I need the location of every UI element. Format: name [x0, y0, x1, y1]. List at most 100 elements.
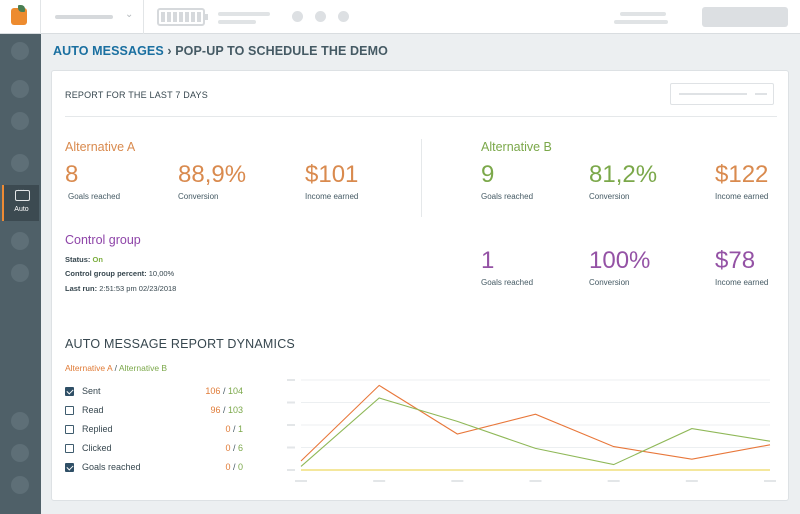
legend-alternative-a: Alternative A [65, 363, 113, 373]
topbar-dot-icon[interactable] [338, 11, 349, 22]
sidebar-item-icon[interactable] [11, 264, 29, 282]
topbar-dot-icon[interactable] [315, 11, 326, 22]
stat-label: Income earned [305, 192, 359, 201]
project-select-placeholder [55, 15, 113, 19]
divider [421, 139, 422, 217]
metric-values: 0 / 0 [225, 462, 243, 472]
sidebar-item-icon[interactable] [11, 80, 29, 98]
metric-row-read[interactable]: Read 96 / 103 [65, 405, 243, 419]
topbar-divider [40, 0, 41, 34]
sidebar-item-icon[interactable] [11, 412, 29, 430]
stat-value: $78 [715, 247, 756, 274]
y-tick-placeholder [287, 424, 295, 426]
topbar-action-button[interactable] [702, 7, 788, 27]
alt-a-income-stat: $101 Income earned [305, 161, 359, 202]
stat-value: 100% [589, 247, 651, 274]
x-tick-placeholder [529, 480, 542, 482]
stat-label: Conversion [178, 192, 219, 201]
metric-row-goals-reached[interactable]: Goals reached 0 / 0 [65, 462, 243, 476]
stat-label: Conversion [589, 192, 630, 201]
project-select[interactable]: ⌄ [55, 9, 135, 24]
metric-row-replied[interactable]: Replied 0 / 1 [65, 424, 243, 438]
control-group-percent: Control group percent: 10,00% [65, 269, 174, 278]
stat-value: $122 [715, 161, 769, 188]
breadcrumb-separator: › [167, 44, 172, 58]
metric-label: Sent [82, 386, 101, 396]
checkbox[interactable] [65, 463, 74, 472]
dynamics-line-chart [287, 379, 776, 482]
stat-value: 8 [65, 161, 79, 188]
checkbox[interactable] [65, 406, 74, 415]
y-tick-placeholder [287, 469, 295, 471]
metric-label: Replied [82, 424, 113, 434]
stat-label: Goals reached [481, 192, 534, 201]
last-run-value: 2:51:53 pm 02/23/2018 [99, 284, 177, 293]
metric-values: 106 / 104 [205, 386, 243, 396]
top-bar: ⌄ [0, 0, 800, 34]
topbar-placeholder-line [614, 20, 668, 24]
breadcrumb-current: POP-UP TO SCHEDULE THE DEMO [175, 44, 388, 58]
control-conversion-stat: 100% Conversion [589, 247, 651, 288]
sidebar: Auto [0, 34, 41, 514]
series-line-2 [300, 397, 771, 467]
sidebar-item-icon[interactable] [11, 154, 29, 172]
control-goals-stat: 1 Goals reached [481, 247, 533, 288]
app-logo-icon[interactable] [11, 5, 27, 25]
date-range-select[interactable] [670, 83, 774, 105]
x-tick-placeholder [451, 480, 464, 482]
series-line-1 [300, 384, 771, 462]
x-tick-placeholder [764, 480, 776, 482]
metric-values: 96 / 103 [210, 405, 243, 415]
dynamics-legend: Alternative A / Alternative B [65, 363, 167, 373]
metric-label: Goals reached [82, 462, 141, 472]
chevron-down-icon: ⌄ [125, 9, 134, 20]
x-tick-placeholder [685, 480, 698, 482]
dynamics-title: AUTO MESSAGE REPORT DYNAMICS [65, 337, 295, 351]
topbar-placeholder-line [218, 12, 270, 16]
stat-label: Income earned [715, 192, 769, 201]
report-title: REPORT FOR THE LAST 7 DAYS [65, 90, 208, 100]
stat-label: Income earned [715, 278, 769, 287]
sidebar-item-icon[interactable] [11, 476, 29, 494]
date-range-placeholder [679, 93, 747, 95]
x-tick-placeholder [607, 480, 620, 482]
alt-b-income-stat: $122 Income earned [715, 161, 769, 202]
percent-label: Control group percent: [65, 269, 147, 278]
topbar-placeholder-line [218, 20, 256, 24]
metric-label: Clicked [82, 443, 112, 453]
alternative-a-title: Alternative A [65, 140, 136, 154]
metric-row-sent[interactable]: Sent 106 / 104 [65, 386, 243, 400]
metric-values: 0 / 6 [225, 443, 243, 453]
sidebar-item-icon[interactable] [11, 444, 29, 462]
stat-value: $101 [305, 161, 359, 188]
sidebar-item-icon[interactable] [11, 112, 29, 130]
topbar-placeholder-line [620, 12, 666, 16]
checkbox[interactable] [65, 387, 74, 396]
control-group-last-run: Last run: 2:51:53 pm 02/23/2018 [65, 284, 176, 293]
checkbox[interactable] [65, 444, 74, 453]
y-tick-placeholder [287, 446, 295, 449]
plan-usage-battery-icon[interactable] [157, 8, 208, 26]
sidebar-item-auto[interactable]: Auto [2, 185, 39, 221]
report-card: REPORT FOR THE LAST 7 DAYS Alternative A… [51, 70, 789, 501]
legend-separator: / [112, 363, 119, 373]
sidebar-item-icon[interactable] [11, 232, 29, 250]
sidebar-item-icon[interactable] [11, 42, 29, 60]
stat-value: 9 [481, 161, 495, 188]
alt-a-goals-stat: 8 Goals reached [65, 161, 121, 202]
divider [65, 116, 777, 117]
topbar-dot-icon[interactable] [292, 11, 303, 22]
x-tick-placeholder [373, 480, 386, 482]
metric-row-clicked[interactable]: Clicked 0 / 6 [65, 443, 243, 457]
stat-value: 1 [481, 247, 495, 274]
stat-label: Goals reached [68, 192, 121, 201]
last-run-label: Last run: [65, 284, 98, 293]
metric-label: Read [82, 405, 104, 415]
control-income-stat: $78 Income earned [715, 247, 769, 288]
alternative-b-title: Alternative B [481, 140, 552, 154]
breadcrumb-parent-link[interactable]: AUTO MESSAGES [53, 44, 164, 58]
status-value: On [92, 255, 103, 264]
alt-b-conversion-stat: 81,2% Conversion [589, 162, 657, 202]
stat-value: 88,9% [178, 161, 247, 188]
checkbox[interactable] [65, 425, 74, 434]
